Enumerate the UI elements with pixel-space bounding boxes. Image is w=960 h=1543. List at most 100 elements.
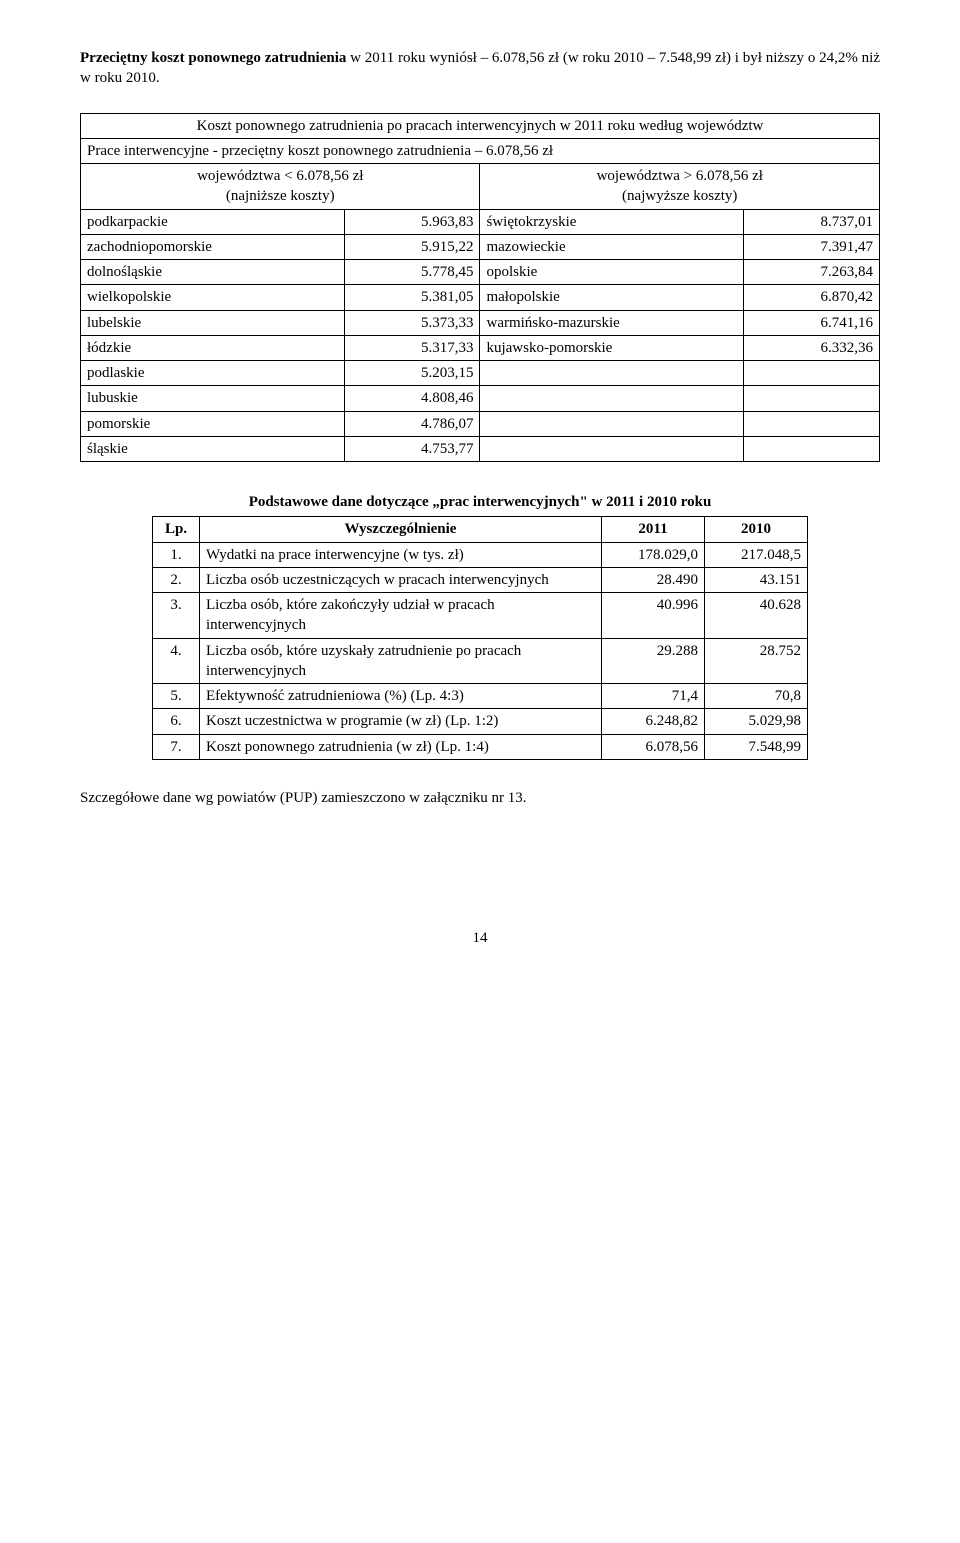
table1-title: Koszt ponownego zatrudnienia po pracach … (81, 113, 880, 138)
table-row: lubuskie4.808,46 (81, 386, 880, 411)
table1-subtitle: Prace interwencyjne - przeciętny koszt p… (81, 138, 880, 163)
table-row: 5.Efektywność zatrudnieniowa (%) (Lp. 4:… (153, 684, 808, 709)
cell-right-val (744, 361, 880, 386)
cell-desc: Liczba osób, które uzyskały zatrudnienie… (200, 638, 602, 684)
cell-v2: 217.048,5 (705, 542, 808, 567)
cell-desc: Wydatki na prace interwencyjne (w tys. z… (200, 542, 602, 567)
cell-left-woj: pomorskie (81, 411, 345, 436)
cell-right-val: 6.741,16 (744, 310, 880, 335)
table-row: 2.Liczba osób uczestniczących w pracach … (153, 567, 808, 592)
cell-right-woj (480, 386, 744, 411)
intro-bold: Przeciętny koszt ponownego zatrudnienia (80, 50, 346, 66)
cell-left-val: 5.373,33 (344, 310, 480, 335)
cell-right-woj: małopolskie (480, 285, 744, 310)
table2-hdr-y1: 2011 (602, 517, 705, 542)
cell-left-val: 4.786,07 (344, 411, 480, 436)
footnote: Szczegółowe dane wg powiatów (PUP) zamie… (80, 788, 880, 808)
table1-left-header: województwa < 6.078,56 zł(najniższe kosz… (81, 164, 480, 210)
cell-left-woj: łódzkie (81, 335, 345, 360)
cell-v1: 28.490 (602, 567, 705, 592)
cell-v1: 6.078,56 (602, 734, 705, 759)
cell-lp: 4. (153, 638, 200, 684)
table2-title: Podstawowe dane dotyczące „prac interwen… (153, 490, 808, 517)
cell-right-val: 7.263,84 (744, 260, 880, 285)
cell-v2: 5.029,98 (705, 709, 808, 734)
cell-v1: 40.996 (602, 593, 705, 639)
table2-hdr-desc: Wyszczególnienie (200, 517, 602, 542)
cell-right-val: 8.737,01 (744, 209, 880, 234)
cell-v2: 43.151 (705, 567, 808, 592)
cell-right-woj (480, 411, 744, 436)
table-row: 6.Koszt uczestnictwa w programie (w zł) … (153, 709, 808, 734)
cell-desc: Efektywność zatrudnieniowa (%) (Lp. 4:3) (200, 684, 602, 709)
table2-hdr-y2: 2010 (705, 517, 808, 542)
cell-left-woj: śląskie (81, 436, 345, 461)
intro-paragraph: Przeciętny koszt ponownego zatrudnienia … (80, 48, 880, 89)
table-row: lubelskie5.373,33warmińsko-mazurskie6.74… (81, 310, 880, 335)
cell-right-val (744, 411, 880, 436)
cell-lp: 2. (153, 567, 200, 592)
table2-hdr-lp: Lp. (153, 517, 200, 542)
table-row: łódzkie5.317,33kujawsko-pomorskie6.332,3… (81, 335, 880, 360)
cell-right-woj (480, 436, 744, 461)
cell-left-woj: podkarpackie (81, 209, 345, 234)
table-row: 1.Wydatki na prace interwencyjne (w tys.… (153, 542, 808, 567)
cell-left-val: 5.381,05 (344, 285, 480, 310)
table-summary: Podstawowe dane dotyczące „prac interwen… (152, 490, 808, 760)
cell-left-val: 5.778,45 (344, 260, 480, 285)
cell-left-woj: zachodniopomorskie (81, 234, 345, 259)
cell-right-woj: warmińsko-mazurskie (480, 310, 744, 335)
cell-v1: 6.248,82 (602, 709, 705, 734)
cell-left-woj: lubuskie (81, 386, 345, 411)
cell-right-woj: opolskie (480, 260, 744, 285)
cell-right-woj: świętokrzyskie (480, 209, 744, 234)
table-row: zachodniopomorskie5.915,22mazowieckie7.3… (81, 234, 880, 259)
table-row: podlaskie5.203,15 (81, 361, 880, 386)
cell-v2: 7.548,99 (705, 734, 808, 759)
table-row: podkarpackie5.963,83świętokrzyskie8.737,… (81, 209, 880, 234)
cell-left-val: 5.915,22 (344, 234, 480, 259)
cell-left-woj: wielkopolskie (81, 285, 345, 310)
table-row: 7.Koszt ponownego zatrudnienia (w zł) (L… (153, 734, 808, 759)
cell-right-val (744, 386, 880, 411)
cell-v2: 70,8 (705, 684, 808, 709)
cell-left-val: 5.203,15 (344, 361, 480, 386)
table-row: 4.Liczba osób, które uzyskały zatrudnien… (153, 638, 808, 684)
cell-left-woj: podlaskie (81, 361, 345, 386)
cell-lp: 6. (153, 709, 200, 734)
cell-v2: 28.752 (705, 638, 808, 684)
cell-v2: 40.628 (705, 593, 808, 639)
cell-left-val: 4.753,77 (344, 436, 480, 461)
cell-lp: 1. (153, 542, 200, 567)
table-voivodeships: Koszt ponownego zatrudnienia po pracach … (80, 113, 880, 463)
table-row: wielkopolskie5.381,05małopolskie6.870,42 (81, 285, 880, 310)
cell-right-woj: kujawsko-pomorskie (480, 335, 744, 360)
cell-v1: 178.029,0 (602, 542, 705, 567)
cell-desc: Koszt uczestnictwa w programie (w zł) (L… (200, 709, 602, 734)
cell-right-val: 7.391,47 (744, 234, 880, 259)
cell-desc: Liczba osób, które zakończyły udział w p… (200, 593, 602, 639)
cell-left-val: 4.808,46 (344, 386, 480, 411)
table-row: dolnośląskie5.778,45opolskie7.263,84 (81, 260, 880, 285)
cell-right-val: 6.332,36 (744, 335, 880, 360)
cell-right-val (744, 436, 880, 461)
cell-lp: 7. (153, 734, 200, 759)
cell-right-woj: mazowieckie (480, 234, 744, 259)
cell-left-val: 5.317,33 (344, 335, 480, 360)
page-number: 14 (80, 928, 880, 948)
table-row: śląskie4.753,77 (81, 436, 880, 461)
cell-right-woj (480, 361, 744, 386)
cell-v1: 71,4 (602, 684, 705, 709)
cell-v1: 29.288 (602, 638, 705, 684)
table1-right-header: województwa > 6.078,56 zł(najwyższe kosz… (480, 164, 880, 210)
cell-desc: Koszt ponownego zatrudnienia (w zł) (Lp.… (200, 734, 602, 759)
cell-left-woj: lubelskie (81, 310, 345, 335)
table-row: 3.Liczba osób, które zakończyły udział w… (153, 593, 808, 639)
cell-desc: Liczba osób uczestniczących w pracach in… (200, 567, 602, 592)
cell-left-woj: dolnośląskie (81, 260, 345, 285)
cell-lp: 3. (153, 593, 200, 639)
cell-right-val: 6.870,42 (744, 285, 880, 310)
cell-left-val: 5.963,83 (344, 209, 480, 234)
cell-lp: 5. (153, 684, 200, 709)
table-row: pomorskie4.786,07 (81, 411, 880, 436)
